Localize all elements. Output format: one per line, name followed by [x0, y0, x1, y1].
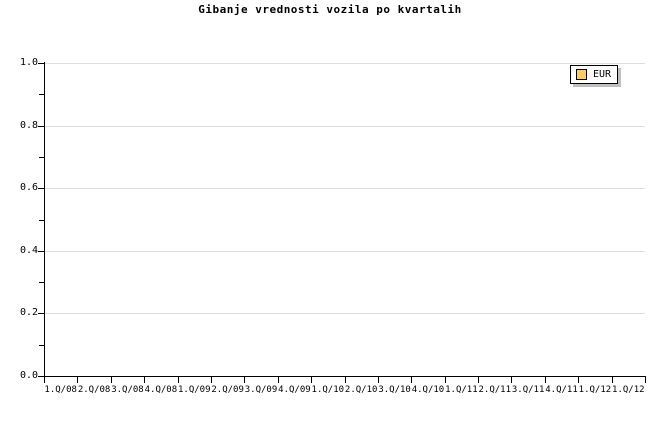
gridline — [44, 188, 645, 190]
x-axis-label: 4.Q/09 — [278, 385, 311, 395]
legend-box[interactable]: EUR — [570, 65, 619, 84]
x-tick — [211, 377, 212, 383]
gridline — [44, 63, 645, 64]
x-axis-label: 2.Q/11 — [478, 385, 512, 395]
x-axis-label: 2.Q/08 — [77, 385, 111, 395]
y-tick-minor — [39, 94, 45, 96]
legend-label-eur: EUR — [593, 69, 612, 80]
x-axis-line — [44, 376, 646, 377]
x-tick — [411, 377, 412, 383]
y-axis-label: 0.6 — [19, 182, 38, 194]
y-axis-label: 1.0 — [19, 57, 38, 68]
legend-swatch-eur — [576, 69, 587, 80]
y-tick-minor — [39, 219, 45, 221]
y-tick-major — [38, 125, 45, 127]
y-tick-major — [38, 376, 45, 377]
x-tick — [511, 377, 512, 383]
y-axis-label: 0.0 — [19, 370, 38, 381]
y-axis-label: 0.8 — [19, 119, 38, 131]
x-tick — [144, 377, 145, 383]
gridline — [44, 125, 645, 127]
x-tick — [345, 377, 346, 383]
x-axis-label: 1.Q/10 — [311, 385, 345, 395]
y-tick-minor — [39, 344, 45, 346]
x-tick — [545, 377, 546, 383]
x-tick — [111, 377, 112, 383]
y-axis-label: 0.2 — [19, 307, 38, 319]
x-tick — [612, 377, 613, 383]
y-tick-major — [38, 63, 45, 64]
y-tick-minor — [39, 282, 45, 284]
x-axis-label: 1.Q/12 — [612, 385, 645, 395]
x-axis-label: 1.Q/09 — [177, 385, 211, 395]
x-axis-label: 1.Q/08 — [44, 385, 77, 395]
x-axis-label: 1.Q/11 — [445, 385, 478, 395]
x-tick — [278, 377, 279, 383]
y-axis-label: 0.4 — [19, 244, 38, 256]
x-tick — [77, 377, 78, 383]
x-tick — [378, 377, 379, 383]
x-axis-label: 2.Q/10 — [344, 385, 378, 395]
y-tick-major — [38, 313, 45, 315]
gridline — [44, 250, 645, 252]
x-tick — [311, 377, 312, 383]
gridline — [44, 313, 645, 315]
x-axis-label: 1.Q/12 — [578, 385, 612, 395]
x-axis-label: 3.Q/11 — [511, 385, 545, 395]
x-axis-label: 3.Q/08 — [111, 385, 144, 395]
x-tick — [578, 377, 579, 383]
y-axis-labels: 0.0 0.2 0.4 0.6 0.8 1.0 — [0, 0, 38, 440]
x-axis-label: 2.Q/09 — [211, 385, 244, 395]
y-tick-minor — [39, 156, 45, 158]
x-tick — [645, 377, 646, 383]
x-tick — [244, 377, 245, 383]
x-axis-label: 4.Q/08 — [144, 385, 178, 395]
x-tick — [44, 377, 45, 383]
x-axis-label: 4.Q/10 — [411, 385, 445, 395]
x-axis-label: 3.Q/09 — [244, 385, 278, 395]
x-tick — [478, 377, 479, 383]
chart-title: Gibanje vrednosti vozila po kvartalih — [198, 3, 462, 16]
y-tick-major — [38, 188, 45, 190]
x-tick — [445, 377, 446, 383]
x-axis-label: 3.Q/10 — [378, 385, 411, 395]
plot-area — [44, 63, 645, 377]
x-axis-label: 4.Q/11 — [545, 385, 578, 395]
y-tick-major — [38, 250, 45, 252]
x-tick — [178, 377, 179, 383]
